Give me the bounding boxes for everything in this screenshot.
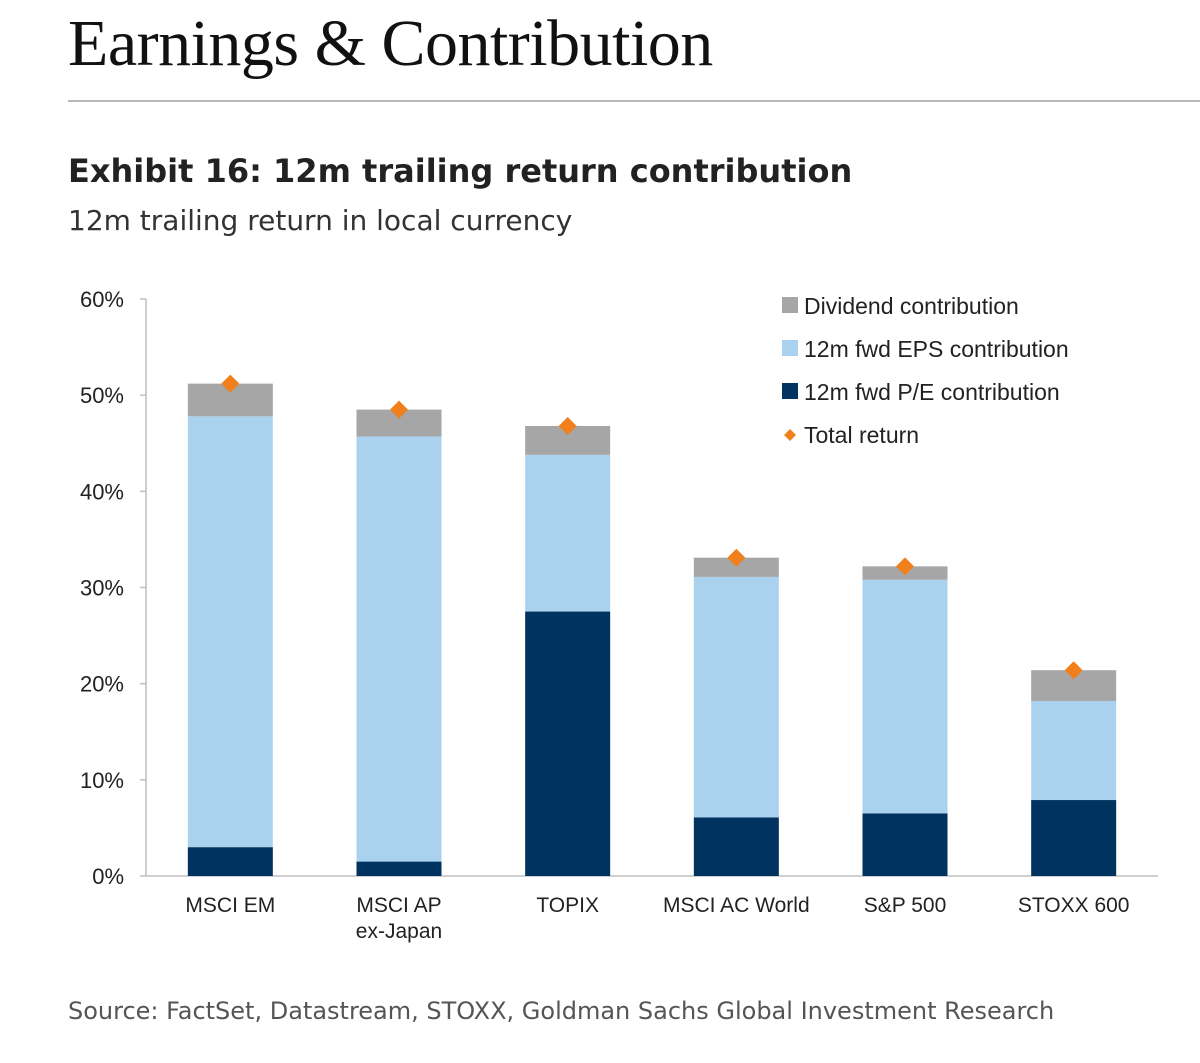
legend-label: 12m fwd P/E contribution bbox=[804, 379, 1060, 405]
chart-axes: 0% 10% 20% 30% 40% 50% 60% MSCI EM MSCI AP ex-Jap… bbox=[80, 287, 1158, 943]
bar-segment bbox=[187, 847, 273, 876]
page-title: Earnings & Contribution bbox=[68, 7, 713, 80]
x-tick-label: STOXX 600 bbox=[1018, 894, 1130, 917]
y-tick-label: 50% bbox=[80, 383, 124, 408]
bar-segment bbox=[693, 576, 779, 818]
bar-segment bbox=[187, 416, 273, 848]
chart-legend: Dividend contribution 12m fwd EPS contrib… bbox=[782, 293, 1069, 448]
total-return-marker bbox=[1064, 661, 1083, 680]
bar-segment bbox=[525, 454, 611, 612]
x-tick-label: S&P 500 bbox=[864, 894, 947, 917]
bar-segment bbox=[693, 817, 779, 876]
bar-segment bbox=[862, 579, 948, 814]
bar-segment bbox=[1031, 800, 1117, 876]
total-return-marker bbox=[221, 374, 240, 393]
legend-label: Total return bbox=[804, 422, 919, 448]
y-tick-label: 30% bbox=[80, 576, 124, 601]
legend-swatch bbox=[782, 383, 798, 399]
bar-segment bbox=[1031, 700, 1117, 801]
legend-marker-total-return bbox=[784, 429, 796, 441]
bar-segment bbox=[356, 436, 442, 862]
y-tick-label: 60% bbox=[80, 287, 124, 312]
x-tick-label: ex-Japan bbox=[356, 920, 442, 943]
y-tick-label: 0% bbox=[92, 864, 124, 889]
exhibit-title: Exhibit 16: 12m trailing return contribu… bbox=[68, 152, 853, 190]
total-return-marker bbox=[390, 400, 408, 419]
x-tick-label: MSCI EM bbox=[185, 894, 275, 917]
y-tick-label: 20% bbox=[80, 672, 124, 697]
bar-segment bbox=[356, 861, 442, 876]
title-divider bbox=[68, 100, 1200, 102]
y-tick-label: 40% bbox=[80, 479, 124, 504]
bar-segment bbox=[862, 813, 948, 876]
bar-segment bbox=[525, 611, 611, 876]
chart-bars bbox=[187, 383, 1117, 876]
legend-swatch bbox=[782, 297, 798, 313]
bar-segment bbox=[693, 557, 779, 577]
legend-swatch bbox=[782, 340, 798, 356]
legend-label: Dividend contribution bbox=[804, 293, 1019, 319]
total-return-marker bbox=[727, 548, 746, 567]
exhibit-subtitle: 12m trailing return in local currency bbox=[68, 204, 573, 237]
total-return-marker bbox=[558, 416, 577, 435]
total-return-marker bbox=[896, 557, 914, 576]
x-tick-label: MSCI AP bbox=[356, 894, 441, 917]
legend-label: 12m fwd EPS contribution bbox=[804, 336, 1069, 362]
x-tick-label: MSCI AC World bbox=[663, 894, 810, 917]
source-note: Source: FactSet, Datastream, STOXX, Gold… bbox=[68, 997, 1055, 1025]
x-tick-label: TOPIX bbox=[536, 894, 599, 917]
y-tick-label: 10% bbox=[80, 768, 124, 793]
chart-markers bbox=[221, 374, 1083, 680]
